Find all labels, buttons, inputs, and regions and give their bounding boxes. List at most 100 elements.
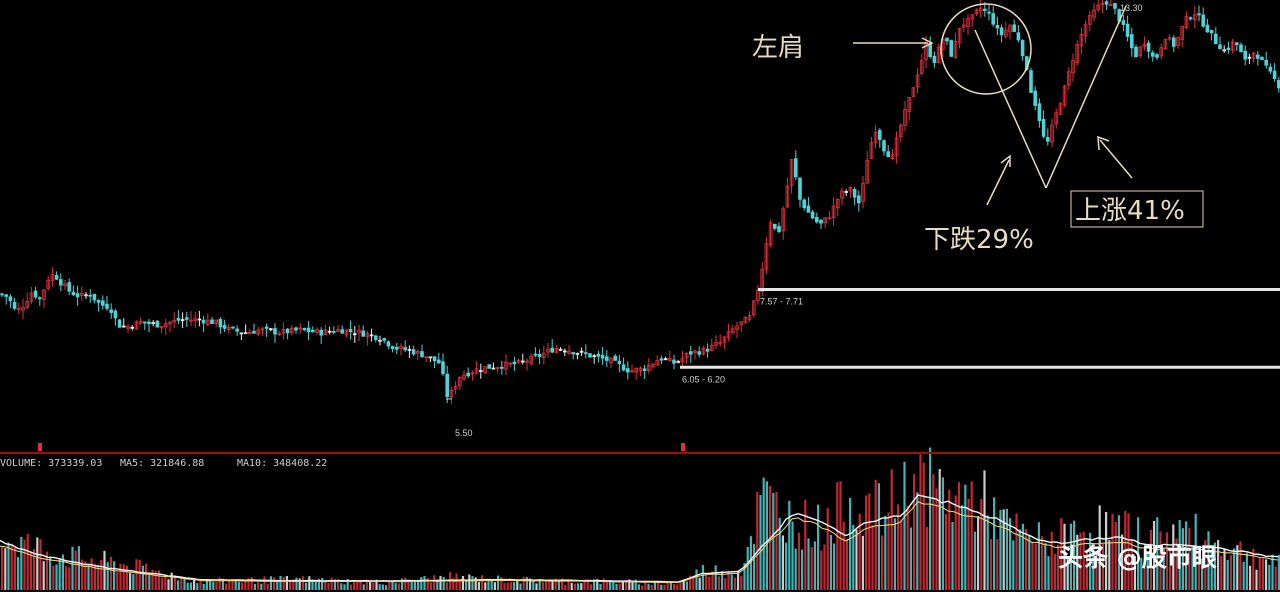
candle-body — [558, 348, 563, 351]
volume-bar — [311, 579, 314, 590]
volume-bar — [295, 577, 298, 590]
volume-bar — [804, 499, 807, 590]
candle-body — [697, 351, 701, 355]
candle-body — [600, 354, 605, 359]
candle-body — [634, 367, 638, 373]
candle-body — [542, 352, 546, 358]
volume-bar — [948, 489, 951, 590]
volume-bar — [74, 550, 77, 590]
volume-bar — [324, 582, 327, 590]
candle-body — [340, 329, 344, 334]
volume-bar — [1082, 531, 1085, 590]
candle-body — [142, 321, 147, 324]
candle-body — [718, 341, 722, 345]
candle-body — [134, 321, 139, 330]
volume-bar — [730, 574, 733, 590]
candle-body — [794, 158, 798, 178]
volume-bar — [621, 582, 624, 590]
candle-body — [819, 219, 823, 224]
candle-body — [399, 346, 403, 349]
volume-bar — [199, 580, 202, 590]
candle-body — [1067, 71, 1071, 86]
volume-bar — [868, 493, 871, 590]
candle-body — [499, 366, 504, 369]
candle-body — [1138, 46, 1143, 56]
watermark: 头条 @股市眼 — [1058, 543, 1217, 572]
candle-body — [176, 317, 181, 321]
candle-body — [63, 283, 67, 287]
volume-bar — [1005, 508, 1008, 590]
volume-bar — [890, 469, 893, 590]
candle-body — [672, 359, 676, 364]
candle-body — [533, 353, 538, 356]
volume-bar — [1143, 549, 1146, 590]
candle-body — [71, 291, 76, 296]
candle-body — [310, 329, 315, 333]
volume-bar — [909, 527, 912, 590]
volume-bar — [429, 582, 432, 590]
volume-bar — [1162, 548, 1165, 590]
volume-bar — [714, 565, 717, 590]
candle-body — [21, 306, 25, 311]
candle-body — [331, 330, 336, 333]
volume-bar — [641, 585, 644, 590]
volume-bar — [551, 579, 554, 590]
candle-body — [361, 330, 365, 337]
volume-bar — [1015, 513, 1018, 590]
volume-bar — [253, 584, 256, 590]
volume-bar — [119, 563, 122, 590]
volume-bar — [564, 584, 567, 590]
volume-bar — [1137, 517, 1140, 590]
volume-bar — [445, 582, 448, 590]
volume-bar — [1169, 549, 1172, 590]
volume-bar — [1197, 550, 1200, 590]
candle-body — [1104, 1, 1109, 5]
candle-body — [684, 353, 689, 358]
volume-bar — [881, 535, 884, 590]
volume-bar — [289, 580, 292, 590]
volume-bar — [1034, 543, 1037, 590]
candle-body — [1109, 4, 1113, 6]
candle-body — [38, 297, 42, 300]
volume-bar — [471, 576, 474, 590]
rise-annotation: 上涨41% — [1045, 5, 1204, 228]
volume-bar — [116, 571, 119, 590]
candle-body — [1167, 37, 1172, 40]
candle-body — [92, 293, 97, 301]
volume-bar — [308, 576, 311, 590]
volume-bar — [263, 576, 266, 590]
candle-body — [172, 319, 177, 323]
candle-body — [764, 243, 769, 270]
volume-bar — [55, 564, 58, 590]
volume-bar — [957, 482, 960, 590]
volume-bar — [845, 538, 848, 590]
candle-body — [567, 350, 571, 354]
volume-bar — [570, 582, 573, 590]
candle-body — [243, 332, 248, 335]
volume-bar — [999, 509, 1002, 590]
volume-bar — [404, 577, 407, 590]
volume-bar — [986, 515, 989, 590]
candle-body — [970, 14, 974, 20]
volume-panel — [0, 443, 1280, 590]
candle-body — [781, 208, 785, 232]
candle-body — [1201, 14, 1206, 27]
volume-bar — [929, 447, 932, 590]
candle-body — [932, 55, 937, 63]
volume-bar — [13, 547, 16, 590]
candle-body — [987, 11, 991, 14]
candle-body — [903, 109, 907, 126]
volume-bar — [132, 574, 135, 590]
rise-text: 上涨41% — [1075, 196, 1185, 226]
candle-body — [373, 335, 378, 340]
volume-bar — [781, 535, 784, 590]
candle-body — [626, 368, 630, 373]
candle-body — [352, 333, 357, 336]
candle-body — [80, 293, 84, 296]
volume-bar — [33, 548, 36, 590]
candle-body — [516, 360, 521, 363]
volume-bar — [321, 578, 324, 590]
candle-body — [1243, 50, 1248, 60]
candle-body — [247, 331, 252, 335]
